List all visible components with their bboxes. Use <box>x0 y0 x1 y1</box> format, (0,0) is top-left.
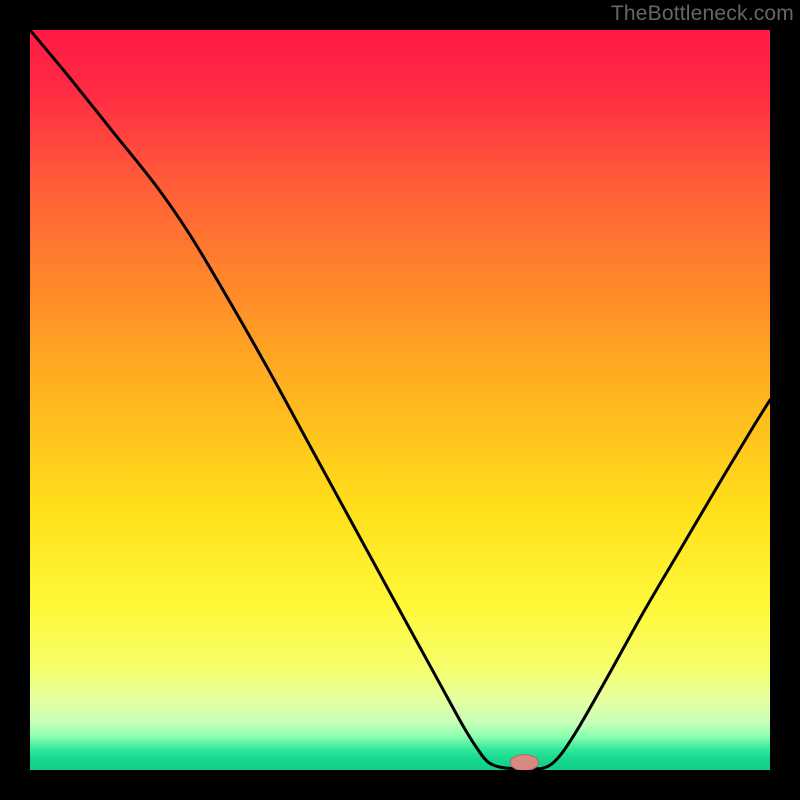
plot-area <box>30 30 770 770</box>
watermark-text: TheBottleneck.com <box>611 2 794 26</box>
gradient-background <box>30 30 770 770</box>
minimum-marker <box>510 755 538 770</box>
chart-container: { "watermark": { "text": "TheBottleneck.… <box>0 0 800 800</box>
chart-svg <box>30 30 770 770</box>
